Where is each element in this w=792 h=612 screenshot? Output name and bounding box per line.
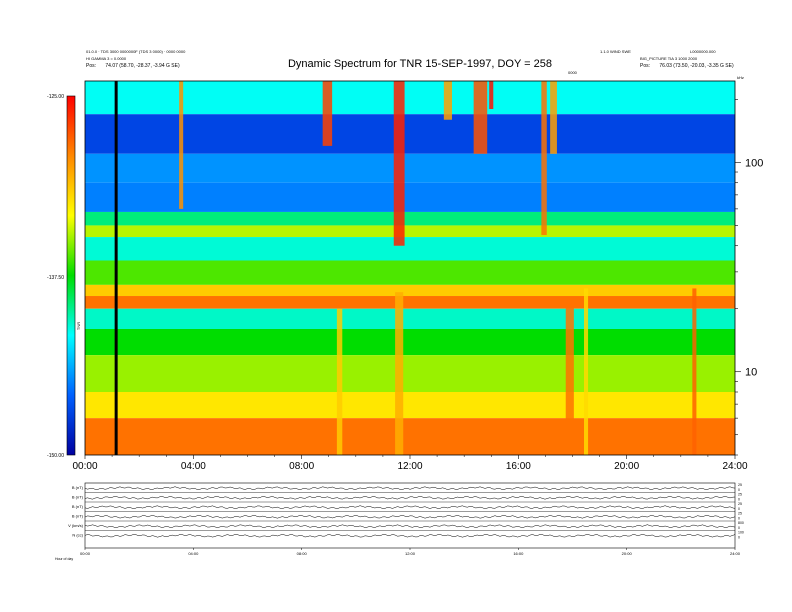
x-tick-label-3: 12:00	[397, 461, 422, 470]
panel-right-label-5: 0	[738, 507, 740, 511]
header-center-tag: 0000	[568, 70, 577, 75]
spectrum-band-13	[85, 392, 735, 419]
radio-burst-5	[443, 81, 452, 120]
panel-x-label-1: 04:00	[188, 551, 199, 556]
spectrum-band-2	[85, 153, 735, 183]
spectrum-band-4	[85, 211, 735, 226]
x-tick-label-5: 20:00	[614, 461, 639, 470]
radio-burst-8	[541, 81, 547, 236]
panel-x-label-6: 24:00	[730, 551, 741, 556]
radio-burst-7	[489, 81, 494, 110]
spectrum-band-0	[85, 81, 735, 115]
spectrum-band-8	[85, 284, 735, 297]
panel-right-label-1: 0	[738, 488, 740, 492]
colorbar-border	[66, 95, 76, 456]
header-right-line2: L0000000.000	[690, 49, 716, 54]
chart-title: Dynamic Spectrum for TNR 15-SEP-1997, DO…	[287, 58, 552, 70]
x-tick-label-2: 08:00	[289, 461, 314, 470]
spectrum-band-10	[85, 308, 735, 330]
spectrum-band-6	[85, 237, 735, 261]
spectrum-band-5	[85, 225, 735, 238]
colorbar-max-label: -125.00	[47, 94, 64, 100]
colorbar-mid-label: -137.50	[47, 275, 64, 281]
radio-burst-10	[565, 300, 574, 455]
panel-right-label-11: 0	[738, 535, 740, 539]
x-tick-label-6: 24:00	[722, 461, 747, 470]
radio-burst-9	[550, 81, 557, 154]
radio-burst-0	[179, 81, 184, 209]
y-tick-label-1: 10	[745, 367, 757, 379]
panel-label-1: B (nT)	[72, 495, 84, 500]
header-left-line1: 01.0.0 · TDS 3000 0000000F (TDS 3 0000) …	[86, 49, 186, 54]
panel-x-label-3: 12:00	[405, 551, 416, 556]
panel-right-label-6: 25	[738, 512, 742, 516]
panel-trace-1	[84, 495, 736, 500]
radio-burst-1	[322, 81, 333, 146]
spectrum-band-11	[85, 329, 735, 356]
panel-label-2: B (nT)	[72, 504, 84, 509]
radio-burst-12	[692, 288, 697, 455]
radio-burst-3	[393, 81, 405, 246]
panel-x-label-4: 16:00	[513, 551, 524, 556]
y-unit-label: kHz	[737, 75, 744, 80]
header-right-pos-value: 76.03 (73.50, -20.03, -3.35 G SE)	[659, 63, 734, 69]
panel-right-label-2: 25	[738, 493, 742, 497]
panel-x-label-0: 00:00	[80, 551, 91, 556]
colorbar-gradient	[67, 96, 75, 455]
solar-wind-panels: B (nT) B (nT) B (nT) B (nT) V (km/s) N (cc) 25…	[55, 482, 744, 561]
header-right-pos-label: Pos:	[640, 63, 651, 69]
header-left-pos-label: Pos:	[86, 63, 97, 69]
spectrum-band-9	[85, 296, 735, 309]
header-right-line1: 1.1.0 WIND SWE	[600, 49, 631, 54]
panel-right-label-4: 25	[738, 502, 742, 506]
panel-stack: B (nT) B (nT) B (nT) B (nT) V (km/s) N (cc) 25…	[55, 482, 744, 561]
header-left-line3: Pos: 74.07 (58.70, -28.37, -3.94 G SE)	[86, 63, 180, 69]
header-right-line3: BIG_PICTURE TIA 3 1000 2000	[640, 56, 698, 61]
spectrum-band-3	[85, 182, 735, 212]
panel-label-0: B (nT)	[72, 485, 84, 490]
panel-x-label-2: 08:00	[297, 551, 308, 556]
panel-right-label-10: 100	[738, 531, 744, 535]
panel-trace-5	[84, 534, 736, 538]
colorbar-min-label: -150.00	[47, 453, 64, 459]
spectrum-band-14	[85, 418, 735, 455]
header-left-pos-value: 74.07 (58.70, -28.37, -3.94 G SE)	[105, 63, 180, 69]
panel-footer-label: Hour of day	[55, 557, 73, 561]
heatmap-area	[85, 81, 735, 455]
header-right-line4: Pos: 76.03 (73.50, -20.03, -3.35 G SE)	[640, 63, 734, 69]
radio-burst-6	[473, 81, 488, 154]
panel-trace-3	[84, 514, 736, 519]
panel-trace-4	[84, 524, 736, 528]
x-tick-label-1: 04:00	[181, 461, 206, 470]
x-tick-label-0: 00:00	[72, 461, 97, 470]
panel-x-label-5: 20:00	[622, 551, 633, 556]
panel-right-label-3: 0	[738, 497, 740, 501]
radio-burst-2	[336, 308, 343, 455]
panel-trace-2	[84, 505, 736, 509]
panel-right-label-7: 0	[738, 516, 740, 520]
panel-right-label-0: 25	[738, 483, 742, 487]
radio-burst-11	[584, 288, 589, 455]
panel-label-5: N (cc)	[72, 533, 83, 538]
spectrum-band-1	[85, 114, 735, 154]
colorbar-axis-label: TNR	[76, 322, 81, 330]
panel-frame	[84, 482, 736, 549]
panel-right-label-9: 0	[738, 526, 740, 530]
x-axis: 00:00 04:00 08:00 12:00 16:00 20:00 24:00	[72, 455, 748, 470]
y-axis: 100 10	[735, 99, 763, 456]
header-left-line2: HI GAMMA 3 = 0.0000	[86, 56, 127, 61]
panel-label-3: B (nT)	[72, 514, 84, 519]
panel-label-4: V (km/s)	[68, 523, 84, 528]
radio-burst-4	[395, 292, 404, 455]
colorbar: -125.00 -137.50 -150.00 TNR	[47, 94, 81, 459]
spectrum-band-7	[85, 260, 735, 285]
y-tick-label-0: 100	[745, 157, 763, 169]
x-tick-label-4: 16:00	[506, 461, 531, 470]
panel-right-label-8: 800	[738, 521, 744, 525]
spectrum-band-12	[85, 355, 735, 393]
panel-trace-0	[84, 486, 736, 490]
